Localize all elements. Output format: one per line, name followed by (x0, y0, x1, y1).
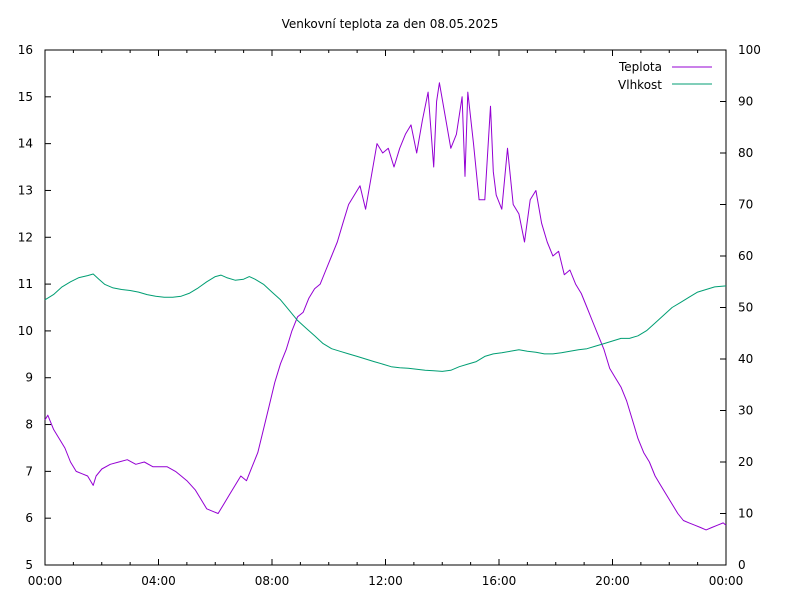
y2-tick-label: 20 (738, 455, 753, 469)
series-line-vlhkost (44, 273, 727, 372)
y-tick-label: 5 (25, 558, 33, 572)
y-tick-label: 14 (18, 137, 33, 151)
y-tick-label: 13 (18, 183, 33, 197)
y-tick-label: 7 (25, 464, 33, 478)
plot-axes: 5 6 7 8 9 10 11 12 13 14 15 16 0 10 20 30 40 50 60 70 80 90 10… (18, 43, 761, 588)
y-tick-label: 6 (25, 511, 33, 525)
x-tick-label: 04:00 (141, 574, 176, 588)
y-tick-label: 10 (18, 324, 33, 338)
y2-tick-label: 70 (738, 198, 753, 212)
x-tick-label: 16:00 (482, 574, 517, 588)
y-tick-label: 15 (18, 90, 33, 104)
x-tick-label: 00:00 (28, 574, 63, 588)
y2-tick-label: 0 (738, 558, 746, 572)
series-line-teplota (44, 82, 727, 531)
x-tick-label: 00:00 (709, 574, 744, 588)
legend-label-teplota: Teplota (618, 60, 662, 74)
y2-tick-label: 10 (738, 507, 753, 521)
y2-tick-label: 30 (738, 404, 753, 418)
y-tick-label: 16 (18, 43, 33, 57)
x-tick-label: 20:00 (595, 574, 630, 588)
series-layer (44, 82, 727, 531)
y-tick-label: 8 (25, 418, 33, 432)
chart-title: Venkovní teplota za den 08.05.2025 (282, 17, 499, 31)
y2-tick-label: 60 (738, 249, 753, 263)
chart-legend: Teplota Vlhkost (618, 60, 712, 92)
y-tick-label: 9 (25, 371, 33, 385)
x-tick-label: 12:00 (368, 574, 403, 588)
y2-tick-label: 80 (738, 146, 753, 160)
legend-label-vlhkost: Vlhkost (618, 78, 662, 92)
plot-frame (44, 49, 727, 566)
y2-tick-label: 50 (738, 301, 753, 315)
y-tick-label: 12 (18, 230, 33, 244)
y-tick-label: 11 (18, 277, 33, 291)
y2-tick-label: 90 (738, 95, 753, 109)
y2-tick-label: 100 (738, 43, 761, 57)
x-tick-label: 08:00 (255, 574, 290, 588)
y2-tick-label: 40 (738, 352, 753, 366)
